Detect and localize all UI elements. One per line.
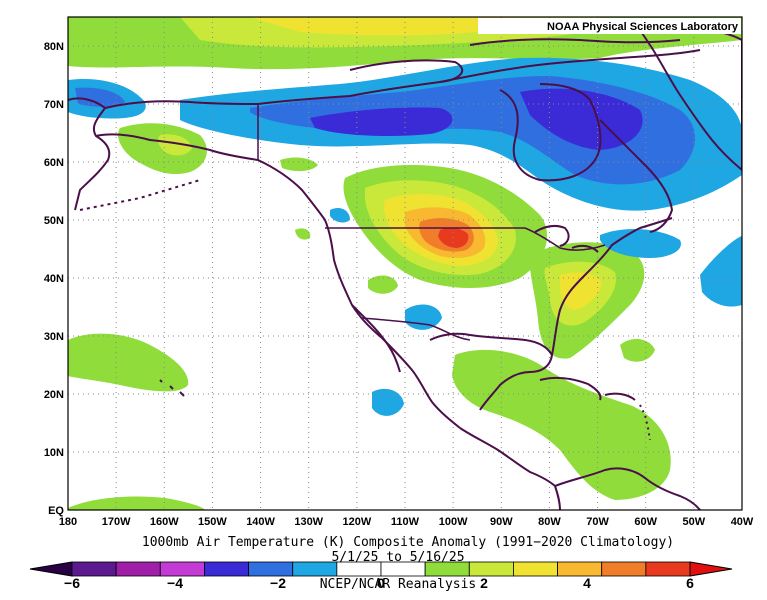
lat-tick-label: 80N — [44, 41, 64, 53]
anomaly-region-arctic-canada-core — [310, 107, 453, 136]
colorbar-swatch — [115, 561, 161, 577]
anomaly-region-caribbean-2 — [620, 338, 655, 362]
coastline-south-america — [554, 467, 701, 510]
coastline-aleutians — [79, 179, 201, 211]
colorbar-swatch — [380, 561, 426, 577]
lat-tick-label: 60N — [44, 157, 64, 169]
colorbar-swatch — [424, 561, 470, 577]
coastline-hispaniola — [604, 392, 636, 401]
caption-title: 1000mb Air Temperature (K) Composite Ano… — [142, 535, 674, 550]
border-us-mexico — [361, 317, 471, 341]
colorbar-tick-label: −2 — [270, 575, 286, 591]
colorbar-swatch — [204, 561, 249, 577]
colorbar-tick-label: 2 — [480, 575, 488, 591]
lat-tick-label: 70N — [44, 99, 64, 111]
caption-dates: 5/1/25 to 5/16/25 — [331, 550, 464, 565]
anomaly-fields — [68, 17, 742, 510]
colorbar-swatch — [248, 561, 294, 577]
colorbar-swatch — [336, 561, 382, 577]
colorbar-swatch — [159, 561, 205, 577]
coastline-great-lakes — [534, 224, 599, 253]
lon-tick-label: 70W — [586, 516, 609, 528]
coastline-baja — [351, 304, 401, 373]
colorbar-swatch — [557, 561, 603, 577]
coastline-cuba — [539, 376, 602, 401]
anomaly-region-east-us-3 — [560, 272, 602, 310]
anomaly-region-bering-core — [75, 87, 125, 107]
lat-tick-label: 30N — [44, 331, 64, 343]
lon-tick-label: 90W — [490, 516, 513, 528]
anomaly-region-sw-positive — [368, 275, 398, 294]
lon-tick-label: 170W — [102, 516, 131, 528]
anomaly-region-equatorial — [68, 496, 205, 510]
lon-tick-label: 40W — [731, 516, 754, 528]
lon-tick-label: 100W — [439, 516, 468, 528]
map-frame — [67, 16, 743, 511]
lon-tick-label: 150W — [198, 516, 227, 528]
colorbar-swatch — [292, 561, 338, 577]
anomaly-region-pacific-negative — [372, 388, 404, 416]
anomaly-region-north-polar-peak — [250, 17, 520, 36]
credit-text: NOAA Physical Sciences Laboratory — [547, 21, 739, 33]
anomaly-region-caribbean — [452, 349, 671, 500]
anomaly-region-hudson-core — [520, 88, 643, 150]
longitude-labels: 180 170W 160W 150W 140W 130W 120W 110W 100W 90W 80… — [59, 516, 754, 528]
colorbar-tick-label: −4 — [167, 575, 183, 591]
colorbar-swatch — [601, 561, 647, 577]
anomaly-region-mx-negative — [405, 304, 442, 330]
anomaly-region-pnw-negative — [330, 208, 350, 223]
coastline-hawaii — [159, 379, 185, 397]
colorbar-swatch — [468, 561, 514, 577]
lon-tick-label: 50W — [683, 516, 706, 528]
coastline-antilles — [639, 404, 651, 441]
lat-tick-label: 50N — [44, 215, 64, 227]
caption-source: NCEP/NCAR Reanalysis — [320, 577, 477, 592]
lat-tick-label: 20N — [44, 389, 64, 401]
lon-tick-label: 110W — [391, 516, 420, 528]
lon-tick-label: 140W — [246, 516, 275, 528]
anomaly-region-east-negative — [600, 228, 681, 258]
lon-tick-label: 160W — [150, 516, 179, 528]
anomaly-region-alaska-positive-core — [157, 134, 192, 156]
lat-tick-label: EQ — [48, 505, 64, 517]
lon-tick-label: 60W — [634, 516, 657, 528]
anomaly-region-pacific-subtropical — [68, 333, 189, 392]
colorbar-tick-label: 4 — [583, 575, 591, 591]
coastline-alaska-north — [104, 100, 259, 109]
coastline-east — [551, 217, 673, 356]
anomaly-region-atlantic-negative — [700, 236, 742, 307]
anomaly-region-pnw-positive — [295, 228, 311, 240]
coastline-hudson-bay — [499, 83, 602, 182]
colorbar-swatch — [513, 561, 558, 577]
colorbar: −6 −4 −2 0 2 4 6 — [29, 561, 733, 591]
coastline-canada-north — [257, 49, 701, 105]
lon-tick-label: 120W — [342, 516, 371, 528]
credit-box — [478, 18, 741, 34]
coastline-alaska — [68, 97, 259, 211]
colorbar-min-arrow — [29, 561, 73, 577]
colorbar-swatch — [645, 561, 691, 577]
colorbar-tick-label: 6 — [686, 575, 694, 591]
colorbar-tick-label: 0 — [377, 575, 385, 591]
lat-tick-label: 40N — [44, 273, 64, 285]
colorbar-max-arrow — [689, 561, 733, 577]
anomaly-region-bc-positive — [280, 157, 318, 172]
colorbar-tick-label: −6 — [64, 575, 80, 591]
lon-tick-label: 80W — [538, 516, 561, 528]
coastline-central-america — [459, 427, 556, 487]
lat-tick-label: 10N — [44, 447, 64, 459]
coastlines — [68, 26, 742, 510]
latitude-labels: EQ 10N 20N 30N 40N 50N 60N 70N 80N — [44, 41, 65, 517]
lon-tick-label: 130W — [294, 516, 323, 528]
lon-tick-label: 180 — [59, 516, 77, 528]
colorbar-swatch — [71, 561, 117, 577]
coastline-labrador — [599, 119, 673, 233]
border-us-canada — [325, 227, 606, 251]
map-grid — [68, 17, 742, 510]
